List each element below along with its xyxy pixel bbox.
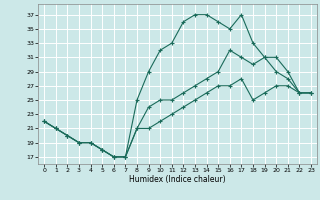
- X-axis label: Humidex (Indice chaleur): Humidex (Indice chaleur): [129, 175, 226, 184]
